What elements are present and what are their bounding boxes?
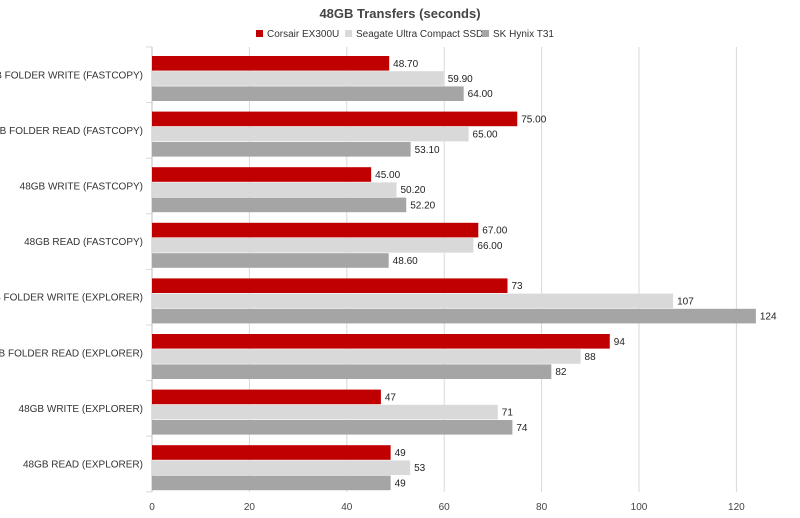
data-label-seagate-ultra-compact-ssd-48gb-folder-write-explorer: 107 bbox=[677, 296, 694, 307]
x-tick-label-40: 40 bbox=[341, 502, 353, 513]
bar-seagate-ultra-compact-ssd-48gb-read-explorer bbox=[152, 460, 411, 475]
category-label-48gb-folder-write-fastcopy: 48GB FOLDER WRITE (FASTCOPY) bbox=[0, 70, 143, 81]
legend-swatch-seagate-ultra-compact-ssd bbox=[345, 30, 352, 37]
data-label-sk-hynix-t31-48gb-write-explorer: 74 bbox=[516, 423, 528, 434]
bar-seagate-ultra-compact-ssd-48gb-folder-read-fastcopy bbox=[152, 126, 469, 142]
category-labels: 48GB FOLDER WRITE (FASTCOPY) 48GB FOLDER … bbox=[0, 70, 143, 470]
bar-sk-hynix-t31-48gb-folder-write-explorer bbox=[152, 308, 756, 324]
x-tick-label-120: 120 bbox=[728, 502, 745, 513]
data-label-sk-hynix-t31-48gb-read-explorer: 49 bbox=[395, 478, 407, 489]
data-label-corsair-ex300u-48gb-folder-read-fastcopy: 75.00 bbox=[521, 114, 546, 125]
data-label-seagate-ultra-compact-ssd-48gb-write-explorer: 71 bbox=[502, 408, 514, 419]
category-label-48gb-folder-write-explorer: 48GB FOLDER WRITE (EXPLORER) bbox=[0, 293, 143, 304]
data-label-seagate-ultra-compact-ssd-48gb-folder-write-fastcopy: 59.90 bbox=[448, 74, 473, 85]
data-label-seagate-ultra-compact-ssd-48gb-write-fastcopy: 50.20 bbox=[400, 185, 425, 196]
data-label-sk-hynix-t31-48gb-write-fastcopy: 52.20 bbox=[410, 200, 435, 211]
category-label-48gb-write-fastcopy: 48GB WRITE (FASTCOPY) bbox=[20, 182, 143, 193]
data-label-corsair-ex300u-48gb-read-explorer: 49 bbox=[395, 448, 407, 459]
legend-label-seagate-ultra-compact-ssd: Seagate Ultra Compact SSD bbox=[356, 29, 483, 40]
bar-seagate-ultra-compact-ssd-48gb-folder-write-explorer bbox=[152, 293, 674, 309]
data-label-corsair-ex300u-48gb-write-explorer: 47 bbox=[385, 392, 397, 403]
bar-seagate-ultra-compact-ssd-48gb-read-fastcopy bbox=[152, 238, 474, 253]
bar-sk-hynix-t31-48gb-folder-write-fastcopy bbox=[152, 86, 464, 101]
bar-sk-hynix-t31-48gb-read-explorer bbox=[152, 475, 391, 491]
data-label-corsair-ex300u-48gb-folder-write-explorer: 73 bbox=[512, 281, 524, 292]
bar-corsair-ex300u-48gb-folder-read-explorer bbox=[152, 334, 610, 349]
category-label-48gb-read-fastcopy: 48GB READ (FASTCOPY) bbox=[24, 237, 143, 248]
category-label-48gb-write-explorer: 48GB WRITE (EXPLORER) bbox=[19, 404, 143, 415]
bar-seagate-ultra-compact-ssd-48gb-folder-write-fastcopy bbox=[152, 71, 444, 86]
data-label-corsair-ex300u-48gb-read-fastcopy: 67.00 bbox=[482, 226, 507, 237]
data-label-seagate-ultra-compact-ssd-48gb-read-fastcopy: 66.00 bbox=[477, 241, 502, 252]
data-label-seagate-ultra-compact-ssd-48gb-read-explorer: 53 bbox=[414, 463, 426, 474]
category-separators bbox=[146, 46, 153, 493]
x-tick-label-0: 0 bbox=[149, 502, 155, 513]
legend-swatch-corsair-ex300u bbox=[256, 30, 263, 37]
data-labels: 48.70 59.90 64.00 75.00 65.00 53.10 45.0050.20… bbox=[375, 59, 777, 490]
bar-corsair-ex300u-48gb-write-fastcopy bbox=[152, 167, 372, 182]
bar-corsair-ex300u-48gb-read-explorer bbox=[152, 445, 391, 460]
bars bbox=[152, 56, 756, 491]
bar-seagate-ultra-compact-ssd-48gb-write-fastcopy bbox=[152, 182, 397, 197]
legend: Corsair EX300U Seagate Ultra Compact SSD S… bbox=[256, 29, 554, 40]
data-label-sk-hynix-t31-48gb-folder-read-explorer: 82 bbox=[555, 367, 567, 378]
data-label-seagate-ultra-compact-ssd-48gb-folder-read-explorer: 88 bbox=[585, 352, 597, 363]
bar-corsair-ex300u-48gb-folder-write-explorer bbox=[152, 278, 508, 293]
x-tick-label-20: 20 bbox=[244, 502, 256, 513]
bar-corsair-ex300u-48gb-folder-read-fastcopy bbox=[152, 111, 518, 127]
bar-corsair-ex300u-48gb-folder-write-fastcopy bbox=[152, 56, 390, 71]
data-label-sk-hynix-t31-48gb-folder-write-explorer: 124 bbox=[760, 312, 777, 323]
x-tick-label-80: 80 bbox=[536, 502, 548, 513]
data-label-corsair-ex300u-48gb-write-fastcopy: 45.00 bbox=[375, 170, 400, 181]
x-tick-label-60: 60 bbox=[439, 502, 451, 513]
bar-sk-hynix-t31-48gb-write-fastcopy bbox=[152, 197, 407, 213]
data-label-sk-hynix-t31-48gb-folder-write-fastcopy: 64.00 bbox=[468, 89, 493, 100]
tick-labels: 0 20 40 60 80 100 120 bbox=[149, 502, 745, 513]
bar-corsair-ex300u-48gb-read-fastcopy bbox=[152, 222, 479, 238]
legend-swatch-sk-hynix-t31 bbox=[482, 30, 489, 37]
data-label-corsair-ex300u-48gb-folder-read-explorer: 94 bbox=[614, 337, 626, 348]
bar-seagate-ultra-compact-ssd-48gb-write-explorer bbox=[152, 404, 498, 420]
bar-sk-hynix-t31-48gb-folder-read-fastcopy bbox=[152, 142, 411, 157]
legend-label-sk-hynix-t31: SK Hynix T31 bbox=[493, 29, 554, 40]
data-label-seagate-ultra-compact-ssd-48gb-folder-read-fastcopy: 65.00 bbox=[473, 130, 498, 141]
x-tick-label-100: 100 bbox=[631, 502, 648, 513]
bar-seagate-ultra-compact-ssd-48gb-folder-read-explorer bbox=[152, 349, 581, 364]
data-label-corsair-ex300u-48gb-folder-write-fastcopy: 48.70 bbox=[393, 59, 418, 70]
category-label-48gb-folder-read-fastcopy: 48GB FOLDER READ (FASTCOPY) bbox=[0, 126, 143, 137]
bar-sk-hynix-t31-48gb-write-explorer bbox=[152, 420, 513, 435]
bar-sk-hynix-t31-48gb-read-fastcopy bbox=[152, 253, 389, 268]
data-label-sk-hynix-t31-48gb-folder-read-fastcopy: 53.10 bbox=[415, 145, 440, 156]
data-label-sk-hynix-t31-48gb-read-fastcopy: 48.60 bbox=[393, 256, 418, 267]
bar-sk-hynix-t31-48gb-folder-read-explorer bbox=[152, 364, 552, 379]
category-label-48gb-folder-read-explorer: 48GB FOLDER READ (EXPLORER) bbox=[0, 348, 143, 359]
category-label-48gb-read-explorer: 48GB READ (EXPLORER) bbox=[23, 460, 143, 471]
legend-label-corsair-ex300u: Corsair EX300U bbox=[267, 29, 339, 40]
chart-title: 48GB Transfers (seconds) bbox=[319, 6, 480, 21]
bar-corsair-ex300u-48gb-write-explorer bbox=[152, 389, 381, 405]
